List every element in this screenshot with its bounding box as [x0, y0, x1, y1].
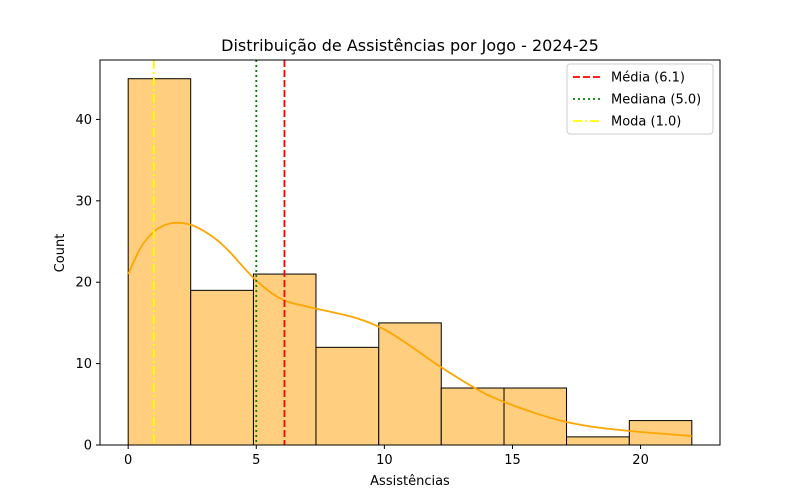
- histogram-bar: [127, 78, 192, 446]
- histogram-bar: [315, 346, 380, 446]
- x-tick-label: 10: [376, 453, 393, 468]
- x-tick-label: 5: [252, 453, 260, 468]
- plot-area: 0 5 10 15 20 0 10 20 30 40: [75, 59, 721, 468]
- y-tick-label: 30: [75, 194, 92, 209]
- x-tick-label: 15: [504, 453, 521, 468]
- axes-frame: [99, 59, 721, 446]
- legend: Média (6.1) Mediana (5.0) Moda (1.0): [566, 63, 714, 135]
- x-tick-label: 20: [632, 453, 649, 468]
- x-axis-label: Assistências: [370, 474, 450, 489]
- y-tick-label: 20: [75, 276, 92, 291]
- histogram-bar: [378, 322, 442, 446]
- histogram-bar: [440, 387, 505, 446]
- histogram-bar: [190, 289, 254, 446]
- legend-label: Média (6.1): [611, 71, 685, 86]
- y-tick-label: 0: [84, 439, 92, 454]
- y-tick-label: 10: [75, 357, 92, 372]
- kde-curve: [127, 221, 692, 437]
- x-tick-label: 0: [124, 453, 132, 468]
- histogram-bar: [566, 436, 630, 446]
- histogram-bar: [503, 387, 568, 446]
- y-tick-label: 40: [75, 113, 92, 128]
- legend-label: Moda (1.0): [611, 115, 681, 130]
- legend-label: Mediana (5.0): [611, 93, 701, 108]
- chart-title: Distribuição de Assistências por Jogo - …: [221, 36, 599, 55]
- y-axis-label: Count: [53, 234, 68, 273]
- legend-box: [566, 63, 714, 135]
